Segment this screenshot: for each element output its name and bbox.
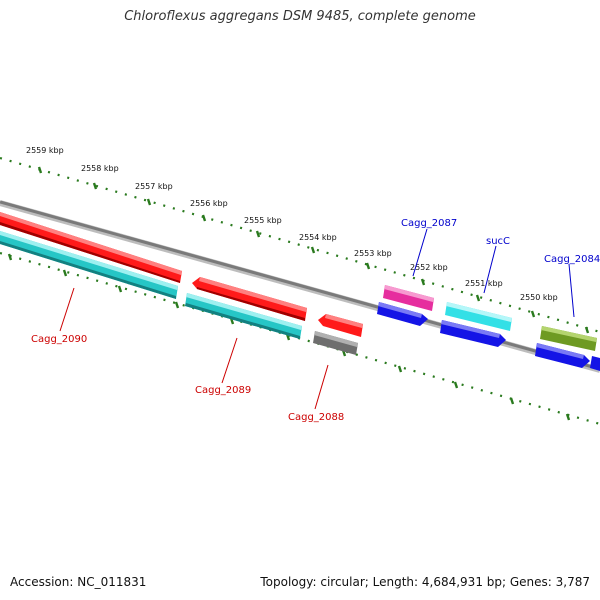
gene-cagg-2088-red[interactable] <box>318 314 363 337</box>
gene-blue-4[interactable] <box>590 356 600 371</box>
gene-blue-2[interactable] <box>440 320 506 347</box>
topology-text: Topology: circular; Length: 4,684,931 bp… <box>260 575 590 589</box>
gene-cagg-2089-red[interactable] <box>192 277 307 321</box>
kbp-label: 2553 kbp <box>354 249 392 258</box>
gene-label-cagg-2088[interactable]: Cagg_2088 <box>288 412 344 423</box>
kbp-label: 2559 kbp <box>26 146 64 155</box>
kbp-label: 2550 kbp <box>520 293 558 302</box>
gene-cagg-2088-gray[interactable] <box>313 331 358 355</box>
kbp-label: 2551 kbp <box>465 279 503 288</box>
gene-label-cagg-2089[interactable]: Cagg_2089 <box>195 385 251 396</box>
gene-cagg-2089-cyan[interactable] <box>185 293 302 339</box>
gene-cagg-2090-red[interactable] <box>0 212 182 283</box>
genome-backbone <box>0 200 600 371</box>
kbp-label: 2554 kbp <box>299 233 337 242</box>
gene-succ-lightcyan[interactable] <box>445 302 512 331</box>
upper-major-ticks <box>37 166 590 334</box>
gene-label-cagg-2087[interactable]: Cagg_2087 <box>401 218 457 229</box>
accession-text: Accession: NC_011831 <box>10 575 147 589</box>
gene-blue-3[interactable] <box>535 343 590 368</box>
gene-label-cagg-2090[interactable]: Cagg_2090 <box>31 334 87 345</box>
kbp-label: 2552 kbp <box>410 263 448 272</box>
genome-title: Chloroflexus aggregans DSM 9485, complet… <box>124 9 476 24</box>
blue-leader-lines <box>412 228 575 318</box>
upper-tick-ring <box>0 156 600 334</box>
kbp-label: 2556 kbp <box>190 199 228 208</box>
kbp-label: 2555 kbp <box>244 216 282 225</box>
gene-cagg-2087-magenta[interactable] <box>383 285 434 311</box>
red-leader-lines <box>59 287 329 410</box>
gene-cagg-2090-cyan[interactable] <box>0 231 178 299</box>
kbp-label: 2558 kbp <box>81 164 119 173</box>
gene-label-succ[interactable]: sucC <box>486 236 510 247</box>
gene-cagg-2084-olive[interactable] <box>540 326 597 351</box>
gene-blue-1[interactable] <box>377 302 428 326</box>
gene-label-cagg-2084[interactable]: Cagg_2084 <box>544 254 600 265</box>
kbp-label: 2557 kbp <box>135 182 173 191</box>
